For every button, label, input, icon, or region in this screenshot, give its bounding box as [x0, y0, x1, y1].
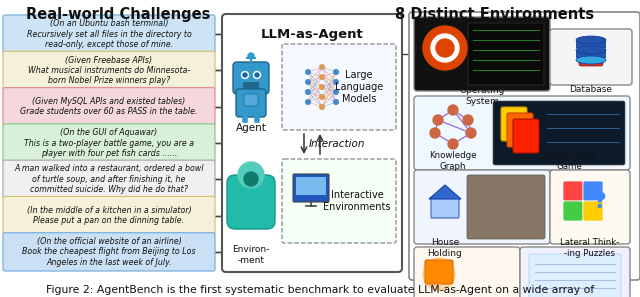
FancyBboxPatch shape — [550, 170, 630, 244]
Circle shape — [306, 90, 310, 94]
FancyBboxPatch shape — [3, 233, 215, 271]
Circle shape — [320, 85, 324, 89]
Circle shape — [241, 72, 248, 78]
Text: Real-world Challenges: Real-world Challenges — [26, 7, 210, 22]
Text: (On the official website of an airline)
Book the cheapest flight from Beijing to: (On the official website of an airline) … — [22, 237, 196, 267]
FancyBboxPatch shape — [222, 14, 402, 272]
Text: Environ-
-ment: Environ- -ment — [232, 245, 269, 265]
Ellipse shape — [576, 36, 606, 44]
Circle shape — [320, 65, 324, 69]
FancyBboxPatch shape — [282, 44, 396, 130]
Circle shape — [320, 75, 324, 79]
Circle shape — [306, 80, 310, 84]
FancyBboxPatch shape — [414, 170, 550, 244]
Circle shape — [433, 115, 443, 125]
Circle shape — [466, 128, 476, 138]
Circle shape — [244, 172, 258, 186]
FancyBboxPatch shape — [550, 29, 632, 85]
Text: A man walked into a restaurant, ordered a bowl
of turtle soup, and after finishi: A man walked into a restaurant, ordered … — [14, 164, 204, 194]
Text: (Given MySQL APIs and existed tables)
Grade students over 60 as PASS in the tabl: (Given MySQL APIs and existed tables) Gr… — [20, 97, 198, 116]
Circle shape — [333, 90, 339, 94]
Text: Interaction: Interaction — [308, 139, 365, 149]
Circle shape — [423, 258, 455, 290]
FancyBboxPatch shape — [583, 181, 603, 201]
FancyBboxPatch shape — [501, 107, 527, 141]
Circle shape — [253, 72, 260, 78]
FancyBboxPatch shape — [414, 17, 550, 91]
Polygon shape — [429, 185, 461, 199]
Text: Database: Database — [570, 85, 612, 94]
FancyBboxPatch shape — [563, 201, 583, 221]
FancyBboxPatch shape — [409, 12, 640, 280]
Bar — [576, 40, 606, 48]
FancyBboxPatch shape — [3, 160, 215, 198]
Circle shape — [333, 70, 339, 74]
Text: Figure 2: AgentBench is the first systematic benchmark to evaluate LLM-as-Agent : Figure 2: AgentBench is the first system… — [46, 285, 594, 295]
FancyBboxPatch shape — [431, 198, 459, 218]
Circle shape — [430, 128, 440, 138]
Text: Large
Language
Models: Large Language Models — [335, 70, 383, 104]
FancyBboxPatch shape — [425, 260, 453, 284]
FancyBboxPatch shape — [233, 62, 269, 94]
FancyBboxPatch shape — [282, 159, 396, 243]
FancyBboxPatch shape — [579, 48, 603, 66]
Text: (Given Freebase APIs)
What musical instruments do Minnesota-
born Nobel Prize wi: (Given Freebase APIs) What musical instr… — [28, 56, 190, 85]
Text: Agent: Agent — [236, 123, 266, 133]
FancyBboxPatch shape — [414, 247, 520, 297]
Circle shape — [320, 105, 324, 109]
FancyBboxPatch shape — [520, 247, 630, 297]
FancyBboxPatch shape — [296, 177, 326, 195]
Text: Digital Card
Game: Digital Card Game — [543, 151, 595, 171]
Text: (On an Ubuntu bash terminal)
Recursively set all files in the directory to
read-: (On an Ubuntu bash terminal) Recursively… — [27, 19, 191, 49]
FancyBboxPatch shape — [529, 254, 621, 297]
Text: (In the middle of a kitchen in a simulator)
Please put a pan on the dinning tabl: (In the middle of a kitchen in a simulat… — [27, 206, 191, 225]
Text: Knowledge
Graph: Knowledge Graph — [429, 151, 477, 171]
FancyBboxPatch shape — [563, 181, 583, 201]
Ellipse shape — [576, 56, 606, 64]
Circle shape — [320, 95, 324, 99]
Circle shape — [448, 105, 458, 115]
Text: Interactive
Environments: Interactive Environments — [323, 190, 391, 212]
FancyBboxPatch shape — [3, 15, 215, 53]
Circle shape — [463, 115, 473, 125]
Text: ?: ? — [593, 192, 607, 212]
FancyBboxPatch shape — [493, 101, 625, 165]
Text: House
Holding: House Holding — [428, 238, 462, 258]
Circle shape — [306, 70, 310, 74]
Circle shape — [423, 26, 467, 70]
Circle shape — [255, 73, 259, 77]
FancyBboxPatch shape — [513, 119, 539, 153]
FancyBboxPatch shape — [467, 175, 545, 239]
Circle shape — [238, 162, 264, 188]
Text: Operating
System: Operating System — [460, 86, 505, 106]
FancyBboxPatch shape — [3, 124, 215, 162]
Circle shape — [243, 73, 247, 77]
FancyBboxPatch shape — [3, 196, 215, 235]
FancyBboxPatch shape — [293, 174, 329, 202]
Circle shape — [248, 53, 254, 59]
FancyBboxPatch shape — [507, 113, 533, 147]
Circle shape — [436, 39, 454, 57]
FancyBboxPatch shape — [583, 201, 603, 221]
FancyBboxPatch shape — [227, 175, 275, 229]
FancyBboxPatch shape — [243, 82, 259, 89]
Text: 8 Distinct Environments: 8 Distinct Environments — [396, 7, 595, 22]
FancyBboxPatch shape — [244, 94, 258, 106]
FancyBboxPatch shape — [3, 51, 215, 90]
Circle shape — [448, 139, 458, 149]
Circle shape — [333, 100, 339, 104]
Circle shape — [431, 34, 459, 62]
Text: Lateral Think-
-ing Puzzles: Lateral Think- -ing Puzzles — [560, 238, 620, 258]
Text: (On the GUI of Aquawar)
This is a two-player battle game, you are a
player with : (On the GUI of Aquawar) This is a two-pl… — [24, 128, 194, 158]
FancyBboxPatch shape — [236, 89, 266, 117]
Text: LLM-as-Agent: LLM-as-Agent — [260, 28, 364, 41]
Bar — [576, 50, 606, 58]
FancyBboxPatch shape — [468, 23, 544, 85]
Circle shape — [333, 80, 339, 84]
FancyBboxPatch shape — [3, 88, 215, 126]
Circle shape — [306, 100, 310, 104]
Ellipse shape — [576, 46, 606, 54]
FancyBboxPatch shape — [414, 96, 630, 170]
